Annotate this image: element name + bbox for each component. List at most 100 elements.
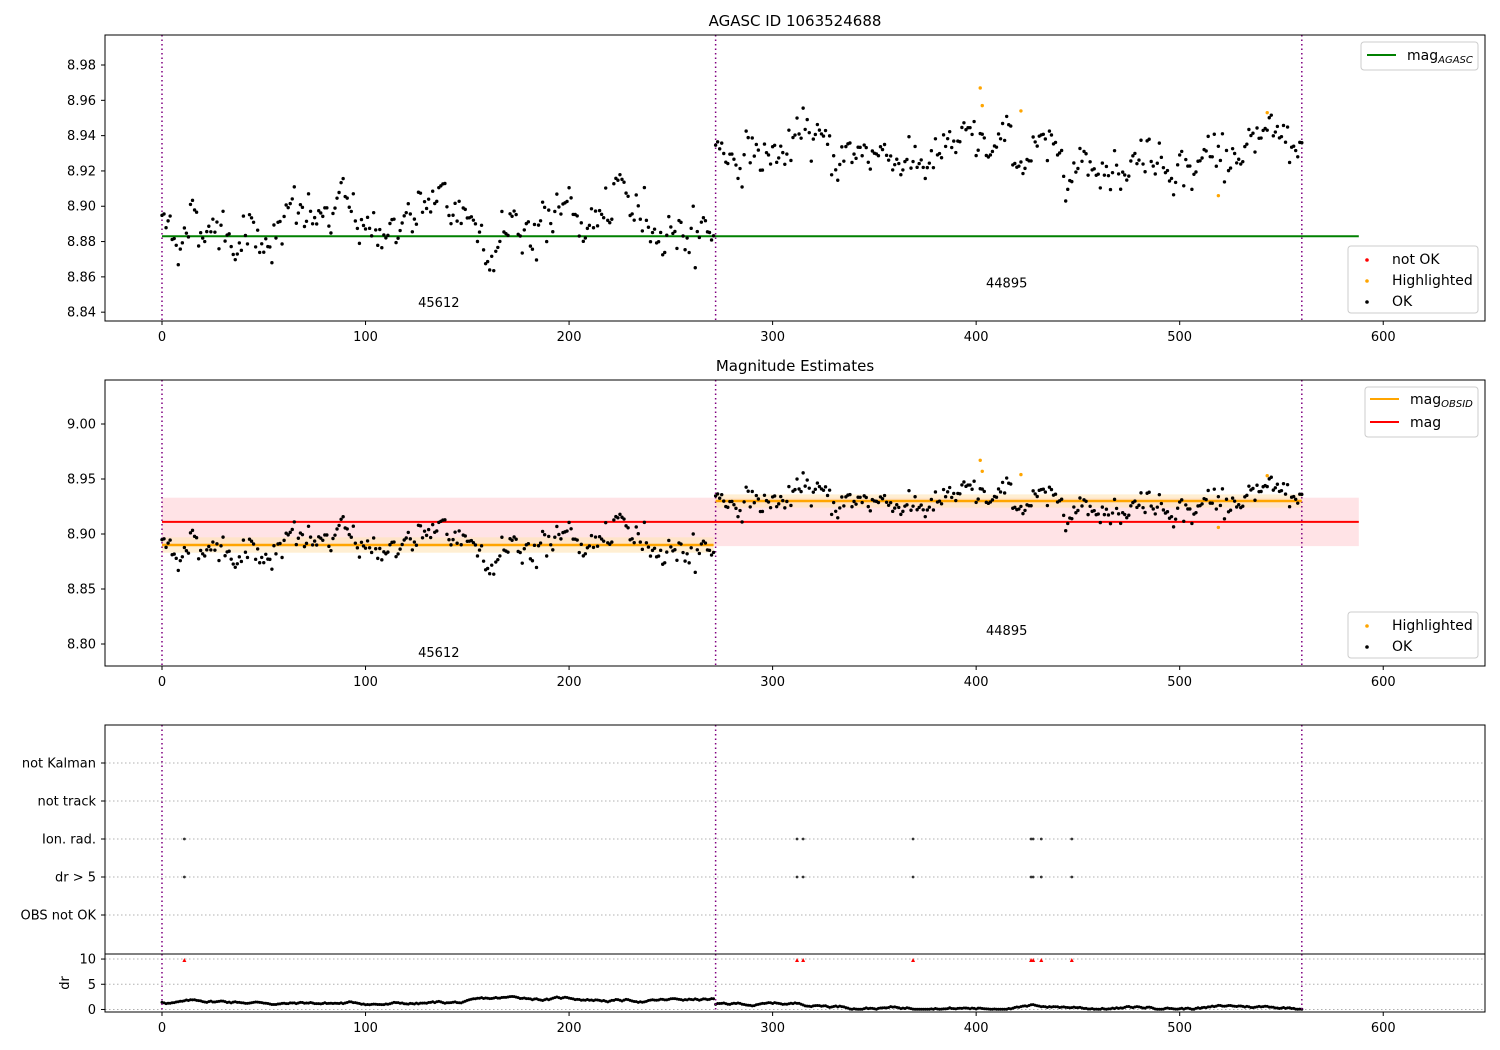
flag-point — [1070, 875, 1074, 879]
ok-point — [353, 541, 358, 545]
ok-point — [665, 233, 669, 237]
ok-point — [703, 219, 708, 223]
ok-point — [579, 221, 583, 225]
ok-point — [789, 503, 793, 508]
ok-point — [840, 495, 844, 499]
ok-point — [382, 233, 386, 237]
ok-point — [203, 554, 207, 558]
ok-point — [738, 508, 742, 513]
ok-point — [1070, 179, 1074, 184]
ok-point — [388, 221, 392, 226]
ok-point — [337, 523, 341, 528]
ok-point — [711, 234, 716, 238]
ok-point — [1204, 497, 1208, 502]
ok-point — [744, 129, 748, 133]
ok-point — [559, 537, 563, 541]
ok-point — [1096, 172, 1100, 176]
ok-point — [870, 149, 875, 153]
flag-point — [1039, 875, 1043, 879]
ok-point — [459, 221, 463, 226]
ok-point — [707, 230, 712, 235]
ok-point — [1283, 140, 1288, 144]
flag-point — [182, 875, 186, 879]
agasc-panel-frame — [104, 34, 1486, 322]
ok-point — [490, 254, 494, 258]
ok-point — [221, 535, 225, 539]
ok-point — [207, 544, 211, 549]
ok-point — [223, 239, 227, 243]
ok-point — [1153, 172, 1157, 176]
ok-point — [699, 220, 704, 224]
flag-point — [911, 875, 915, 879]
ok-point — [211, 217, 215, 221]
ok-point — [164, 226, 168, 230]
ok-point — [575, 214, 579, 218]
legend-highlighted-label: Highlighted — [1392, 273, 1473, 289]
ok-point — [648, 554, 653, 558]
legend-ok-label: OK — [1392, 639, 1413, 655]
ok-point — [1296, 155, 1300, 159]
ok-point — [687, 561, 691, 565]
ok-point — [296, 536, 301, 540]
ok-point — [681, 234, 685, 238]
ok-point — [1114, 506, 1119, 511]
ok-point — [1171, 193, 1176, 197]
ok-point — [479, 544, 484, 548]
ok-point — [783, 162, 787, 167]
ok-point — [166, 541, 170, 545]
ok-point — [982, 489, 986, 494]
ok-point — [1190, 187, 1194, 192]
ok-point — [260, 555, 264, 560]
ok-point — [1061, 513, 1066, 518]
ok-point — [518, 550, 522, 555]
y-tick-label: 8.84 — [67, 306, 96, 321]
ok-point — [807, 130, 811, 135]
ok-point — [1291, 144, 1296, 148]
ok-point — [895, 503, 899, 507]
ok-point — [650, 548, 655, 553]
ok-point — [162, 537, 166, 541]
ok-point — [1214, 507, 1219, 511]
ok-point — [1045, 503, 1050, 508]
ok-point — [766, 153, 771, 157]
ok-point — [331, 211, 335, 216]
ok-point — [1161, 508, 1166, 512]
ok-point — [249, 539, 254, 543]
ok-point — [526, 542, 531, 546]
ok-point — [988, 153, 993, 157]
ok-point — [1255, 126, 1259, 130]
ok-point — [418, 524, 423, 528]
obs-label-45612: 45612 — [418, 646, 459, 661]
ok-point — [1188, 507, 1192, 511]
ok-point — [182, 545, 187, 550]
ok-point — [750, 489, 754, 494]
ok-point — [1175, 506, 1180, 510]
ok-point — [292, 185, 296, 189]
ok-point — [618, 512, 622, 517]
ok-point — [915, 508, 919, 512]
ok-point — [1004, 114, 1009, 119]
ok-point — [339, 517, 343, 521]
ok-point — [239, 559, 244, 564]
ok-point — [317, 209, 321, 213]
ok-point — [952, 139, 956, 143]
ok-point — [374, 228, 378, 232]
ok-point — [221, 209, 225, 213]
ok-point — [734, 163, 738, 167]
ok-point — [270, 567, 274, 571]
ok-point — [579, 542, 583, 547]
dr-clipped-marker — [182, 958, 187, 963]
ok-point — [211, 540, 215, 544]
dr-clipped-marker — [1039, 958, 1044, 963]
ok-point — [805, 117, 809, 122]
ok-point — [412, 217, 417, 221]
ok-point — [703, 541, 708, 545]
x-tick-label: 400 — [964, 330, 989, 345]
ok-point — [1165, 510, 1170, 514]
ok-point — [634, 193, 638, 197]
ok-point — [1234, 161, 1239, 165]
ok-point — [500, 535, 504, 539]
ok-point — [581, 554, 586, 558]
ok-point — [1059, 148, 1064, 153]
